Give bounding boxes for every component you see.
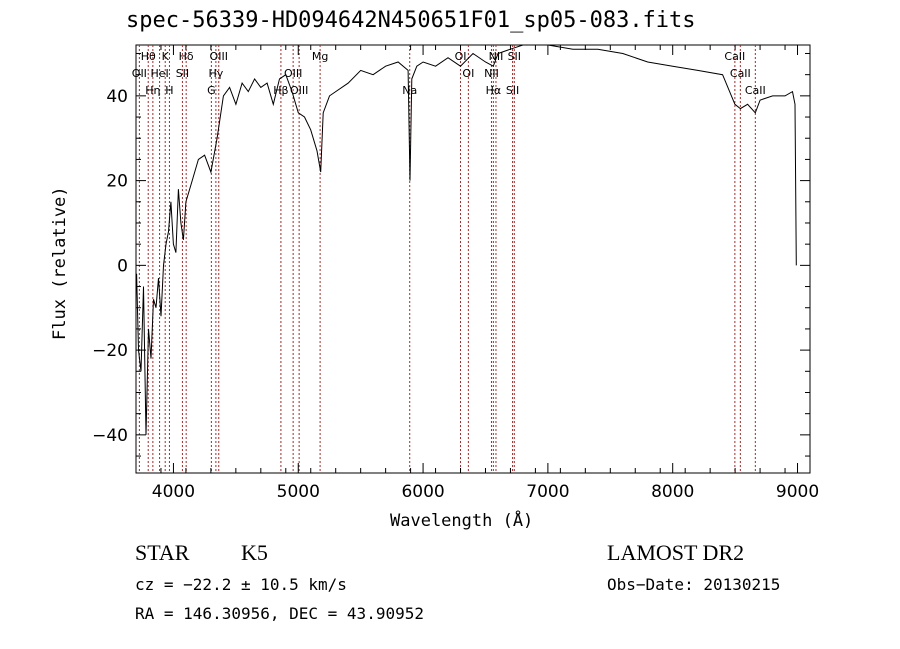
spectral-line-label: Hθ bbox=[141, 50, 156, 63]
spectrum-series bbox=[136, 44, 797, 435]
plot-border bbox=[135, 44, 811, 474]
y-tick-label: 0 bbox=[117, 256, 128, 276]
spectral-line-label: G bbox=[207, 84, 216, 97]
x-tick-label: 8000 bbox=[651, 482, 694, 502]
spectral-line-label: OIII bbox=[284, 67, 302, 80]
spectral-line-label: OIII bbox=[210, 50, 228, 63]
spectral-line-label: OIII bbox=[290, 84, 308, 97]
x-axis-label: Wavelength (Å) bbox=[390, 511, 534, 531]
spectral-line-label: Hδ bbox=[179, 50, 194, 63]
spectral-line-label: CaII bbox=[724, 50, 745, 63]
spectrum-line bbox=[136, 44, 797, 435]
object-subclass: K5 bbox=[241, 540, 268, 565]
spectral-line-label: CaII bbox=[745, 84, 766, 97]
spectral-line-label: HeI bbox=[150, 67, 168, 80]
spectral-line-label: Hβ bbox=[273, 84, 288, 97]
y-tick-label: −40 bbox=[92, 426, 128, 446]
y-tick-label: 20 bbox=[106, 172, 128, 192]
x-tick-label: 6000 bbox=[401, 482, 444, 502]
spectral-line-label: OII bbox=[132, 67, 147, 80]
spectral-line-label: CaII bbox=[730, 67, 751, 80]
redshift-velocity: cz = −22.2 ± 10.5 km/s bbox=[135, 575, 347, 594]
coordinates: RA = 146.30956, DEC = 43.90952 bbox=[135, 604, 424, 623]
object-class: STAR bbox=[135, 540, 190, 565]
spectral-line-label: Hα bbox=[486, 84, 502, 97]
spectral-line-label: NII bbox=[489, 50, 504, 63]
spectral-line-label: K bbox=[162, 50, 170, 63]
spectral-line-label: OI bbox=[455, 50, 467, 63]
spectral-line-label: SII bbox=[506, 84, 519, 97]
survey-name: LAMOST DR2 bbox=[607, 540, 745, 565]
spectral-line-label: Hγ bbox=[208, 67, 223, 80]
chart-title: spec-56339-HD094642N450651F01_sp05-083.f… bbox=[126, 8, 696, 33]
y-axis-label: Flux (relative) bbox=[50, 186, 70, 340]
spectral-line-label: Mg bbox=[312, 50, 328, 63]
observation-date: Obs−Date: 20130215 bbox=[607, 575, 781, 594]
y-tick-label: 40 bbox=[106, 87, 128, 107]
axis-ticks: 4000 5000 6000 7000 8000 9000 −40 −20 0 20 40 bbox=[92, 45, 819, 502]
spectral-line-label: H bbox=[165, 84, 173, 97]
spectral-line-label: Hη bbox=[145, 84, 160, 97]
spectral-line-label: Na bbox=[402, 84, 417, 97]
x-tick-label: 4000 bbox=[152, 482, 195, 502]
spectral-line-label: SII bbox=[176, 67, 189, 80]
x-tick-label: 9000 bbox=[776, 482, 819, 502]
spectral-line-label: NII bbox=[484, 67, 499, 80]
spectral-line-markers bbox=[138, 45, 756, 473]
spectral-line-label: SII bbox=[508, 50, 521, 63]
spectral-line-label: OI bbox=[462, 67, 474, 80]
plot-frame bbox=[135, 44, 811, 474]
y-tick-label: −20 bbox=[92, 341, 128, 361]
spectral-line-labels: HθOIIHηHeIKHSIIHδGHγOIIIHβOIIIOIIIMgNaOI… bbox=[132, 50, 766, 97]
x-tick-label: 5000 bbox=[277, 482, 320, 502]
x-tick-label: 7000 bbox=[526, 482, 569, 502]
